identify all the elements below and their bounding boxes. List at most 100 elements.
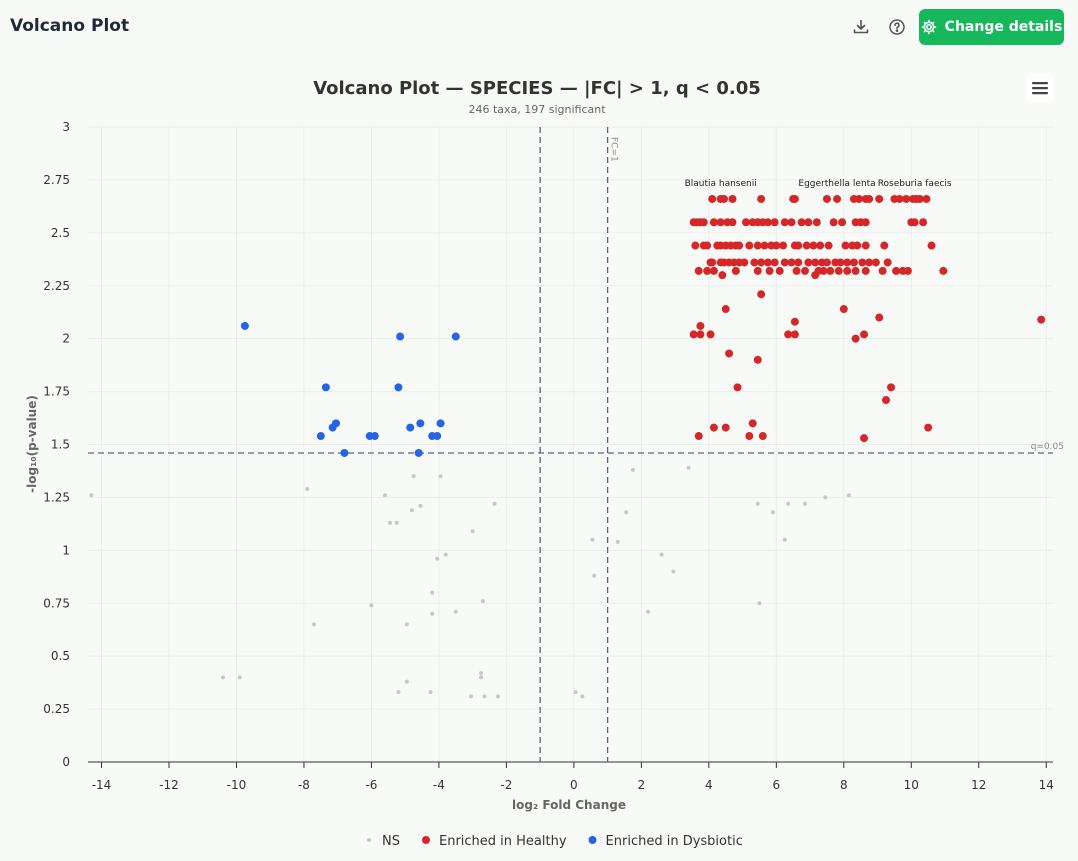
healthy-point bbox=[757, 258, 766, 267]
ns-point bbox=[492, 501, 497, 506]
x-tick-label: 14 bbox=[1039, 778, 1054, 792]
help-button[interactable] bbox=[887, 17, 907, 37]
y-tick-label: 2 bbox=[62, 332, 70, 346]
fc-threshold-label: FC=1 bbox=[609, 137, 619, 162]
healthy-point bbox=[693, 218, 702, 227]
healthy-point bbox=[907, 218, 916, 227]
dysbiotic-point bbox=[365, 432, 374, 441]
healthy-point bbox=[890, 194, 899, 203]
healthy-point bbox=[856, 218, 865, 227]
healthy-point bbox=[903, 266, 912, 275]
ns-point bbox=[782, 537, 787, 542]
y-tick-label: 0.75 bbox=[43, 596, 70, 610]
healthy-point bbox=[709, 218, 718, 227]
healthy-point bbox=[910, 218, 919, 227]
healthy-point bbox=[887, 383, 896, 392]
point-annotations: Blautia hansenii Eggerthella lenta Rosebur… bbox=[685, 179, 952, 189]
ns-point bbox=[237, 675, 242, 680]
healthy-point bbox=[841, 241, 850, 250]
chart-subtitle: 246 taxa, 197 significant bbox=[468, 103, 606, 116]
ns-point bbox=[453, 609, 458, 614]
change-details-button[interactable]: Change details bbox=[919, 9, 1064, 45]
x-tick-label: 0 bbox=[570, 778, 578, 792]
hamburger-menu-icon bbox=[1032, 82, 1048, 95]
legend-marker-healthy bbox=[421, 836, 430, 844]
healthy-point bbox=[758, 218, 767, 227]
healthy-point bbox=[851, 266, 860, 275]
healthy-point bbox=[878, 266, 887, 275]
healthy-point bbox=[831, 258, 840, 267]
healthy-point bbox=[758, 432, 767, 441]
healthy-point bbox=[854, 194, 863, 203]
healthy-point bbox=[784, 330, 793, 339]
ns-point bbox=[418, 503, 423, 508]
y-tick-label: 3 bbox=[62, 120, 70, 134]
healthy-point bbox=[849, 258, 858, 267]
healthy-point bbox=[706, 258, 715, 267]
healthy-point bbox=[865, 194, 874, 203]
x-tick-label: -14 bbox=[92, 778, 112, 792]
legend-marker-ns bbox=[367, 838, 371, 842]
q-threshold-label: q=0.05 bbox=[1031, 442, 1064, 452]
healthy-point bbox=[858, 258, 867, 267]
healthy-point bbox=[790, 194, 799, 203]
healthy-point bbox=[720, 258, 729, 267]
x-tick-label: 12 bbox=[971, 778, 986, 792]
healthy-point bbox=[725, 349, 734, 358]
healthy-point bbox=[696, 330, 705, 339]
ns-point bbox=[396, 690, 401, 695]
y-tick-label: 2.75 bbox=[43, 173, 70, 187]
healthy-point bbox=[912, 194, 921, 203]
x-tick-label: 6 bbox=[773, 778, 781, 792]
healthy-point bbox=[787, 218, 796, 227]
healthy-point bbox=[745, 432, 754, 441]
ns-point bbox=[404, 679, 409, 684]
healthy-point bbox=[861, 218, 870, 227]
healthy-point bbox=[838, 218, 847, 227]
ns-point bbox=[89, 493, 94, 498]
dysbiotic-point bbox=[316, 432, 325, 441]
healthy-point bbox=[822, 258, 831, 267]
healthy-point bbox=[694, 266, 703, 275]
y-tick-label: 0 bbox=[62, 755, 70, 769]
healthy-point bbox=[733, 383, 742, 392]
healthy-point bbox=[801, 266, 810, 275]
ns-point bbox=[220, 675, 225, 680]
chart-menu-button[interactable] bbox=[1027, 74, 1053, 102]
healthy-point bbox=[763, 258, 772, 267]
x-axis-label: log₂ Fold Change bbox=[512, 798, 626, 812]
ns-point bbox=[411, 474, 416, 479]
healthy-point bbox=[834, 266, 843, 275]
y-tick-label: 1.75 bbox=[43, 385, 70, 399]
ns-point bbox=[479, 675, 484, 680]
healthy-point bbox=[915, 194, 924, 203]
ns-point bbox=[624, 510, 629, 515]
ns-point bbox=[430, 590, 435, 595]
healthy-point bbox=[765, 266, 774, 275]
healthy-point bbox=[829, 218, 838, 227]
healthy-point bbox=[811, 258, 820, 267]
healthy-point bbox=[780, 218, 789, 227]
healthy-point bbox=[814, 266, 823, 275]
healthy-point bbox=[843, 266, 852, 275]
healthy-point bbox=[728, 194, 737, 203]
healthy-point bbox=[708, 258, 717, 267]
y-axis-label: -log₁₀(p-value) bbox=[25, 395, 39, 493]
ns-point bbox=[757, 601, 762, 606]
ns-point bbox=[438, 474, 443, 479]
legend-label-ns: NS bbox=[382, 834, 400, 849]
healthy-point bbox=[794, 258, 803, 267]
ns-point bbox=[369, 603, 374, 608]
healthy-point bbox=[775, 266, 784, 275]
x-tick-label: 8 bbox=[840, 778, 848, 792]
healthy-point bbox=[1037, 315, 1046, 324]
ns-point bbox=[646, 609, 651, 614]
x-tick-label: -2 bbox=[500, 778, 512, 792]
dysbiotic-point bbox=[370, 432, 379, 441]
download-button[interactable] bbox=[851, 17, 871, 37]
dysbiotic-point bbox=[433, 432, 442, 441]
healthy-point bbox=[709, 423, 718, 432]
ns-point bbox=[630, 467, 635, 472]
healthy-point bbox=[919, 218, 928, 227]
